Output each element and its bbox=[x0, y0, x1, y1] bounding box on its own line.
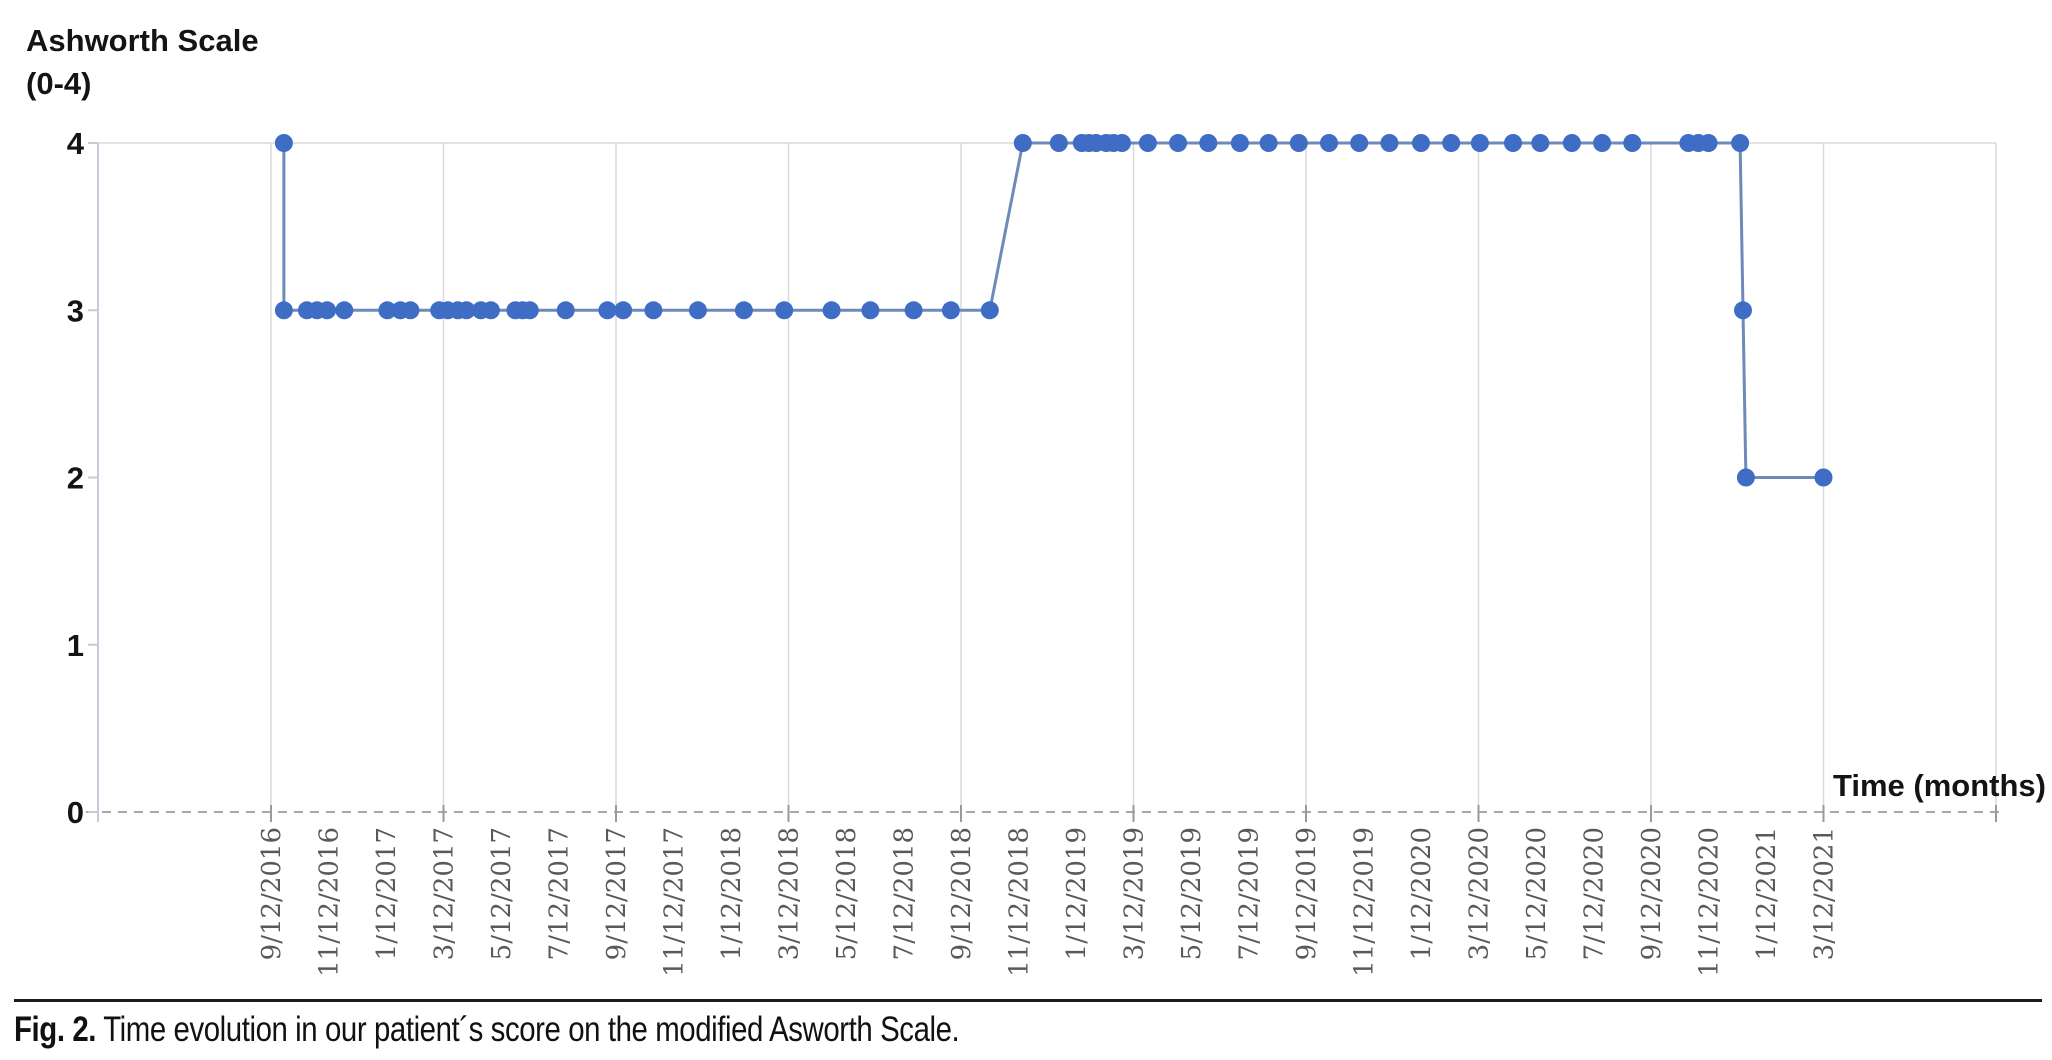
data-point bbox=[598, 301, 617, 320]
data-point bbox=[1504, 134, 1522, 152]
data-point bbox=[1470, 134, 1489, 152]
x-tick-label: 5/12/2018 bbox=[832, 827, 862, 960]
data-point bbox=[378, 301, 397, 320]
data-point bbox=[644, 301, 663, 320]
y-axis-title: Ashworth Scale (0-4) bbox=[26, 20, 259, 106]
data-point bbox=[335, 301, 354, 320]
x-tick-label: 11/12/2020 bbox=[1695, 827, 1725, 977]
data-point bbox=[775, 301, 794, 320]
caption-divider bbox=[14, 999, 2042, 1002]
caption-text: Time evolution in our patient´s score on… bbox=[96, 1010, 960, 1049]
data-point bbox=[1814, 468, 1833, 487]
data-point bbox=[688, 301, 707, 320]
data-point bbox=[1734, 301, 1752, 320]
x-axis-title: Time (months) bbox=[1833, 768, 2046, 803]
y-axis-title-line2: (0-4) bbox=[26, 65, 92, 101]
data-point bbox=[401, 301, 420, 320]
data-point bbox=[1138, 134, 1157, 152]
data-point bbox=[1169, 134, 1188, 152]
data-point bbox=[1412, 134, 1430, 152]
x-tick-label: 7/12/2019 bbox=[1235, 827, 1265, 960]
data-point bbox=[318, 301, 337, 320]
data-point bbox=[1593, 134, 1612, 152]
data-point bbox=[822, 301, 841, 320]
data-point bbox=[904, 301, 923, 320]
y-tick-label: 1 bbox=[67, 628, 84, 663]
data-point bbox=[1731, 134, 1750, 152]
x-tick-label: 11/12/2019 bbox=[1350, 827, 1380, 977]
data-point bbox=[1562, 134, 1581, 152]
x-tick-label: 1/12/2018 bbox=[717, 827, 747, 960]
data-point bbox=[941, 301, 960, 320]
data-point bbox=[614, 301, 633, 320]
data-point bbox=[274, 301, 293, 320]
x-tick-label: 1/12/2021 bbox=[1752, 827, 1782, 960]
y-axis-title-line1: Ashworth Scale bbox=[26, 23, 259, 58]
x-tick-label: 3/12/2019 bbox=[1120, 827, 1150, 960]
data-point bbox=[457, 301, 476, 320]
x-tick-label: 9/12/2016 bbox=[257, 827, 287, 960]
x-tick-label: 1/12/2019 bbox=[1062, 827, 1092, 960]
data-point bbox=[1230, 134, 1249, 152]
x-tick-label: 3/12/2020 bbox=[1465, 827, 1495, 960]
x-tick-label: 3/12/2021 bbox=[1810, 827, 1840, 960]
data-point bbox=[1350, 134, 1369, 152]
data-point bbox=[274, 134, 293, 152]
data-point bbox=[520, 301, 539, 320]
x-tick-label: 1/12/2020 bbox=[1407, 827, 1437, 960]
data-point bbox=[861, 301, 880, 320]
x-tick-label: 3/12/2018 bbox=[775, 827, 805, 960]
x-tick-label: 5/12/2020 bbox=[1522, 827, 1552, 960]
x-tick-label: 3/12/2017 bbox=[430, 827, 460, 960]
data-point bbox=[1199, 134, 1218, 152]
y-tick-label: 4 bbox=[67, 126, 85, 161]
x-tick-label: 7/12/2020 bbox=[1580, 827, 1610, 960]
y-tick-label: 3 bbox=[67, 293, 84, 328]
data-point bbox=[1049, 134, 1068, 152]
data-point bbox=[1113, 134, 1131, 152]
x-tick-label: 9/12/2018 bbox=[947, 827, 977, 960]
caption-label: Fig. 2. bbox=[14, 1010, 97, 1049]
data-point bbox=[1013, 134, 1032, 152]
x-tick-label: 1/12/2017 bbox=[372, 827, 402, 960]
x-tick-label: 9/12/2019 bbox=[1292, 827, 1322, 960]
data-point bbox=[980, 301, 999, 320]
data-point bbox=[1442, 134, 1461, 152]
ashworth-scale-line-chart: 0 1 2 3 4 9/12/2016 11/12/2016 1/12/2017 3/12/20… bbox=[67, 126, 1999, 977]
x-tick-label: 9/12/2020 bbox=[1637, 827, 1667, 960]
y-tick-label: 0 bbox=[67, 795, 84, 830]
data-point bbox=[1623, 134, 1642, 152]
data-point bbox=[1289, 134, 1308, 152]
x-tick-label: 5/12/2019 bbox=[1177, 827, 1207, 960]
figure-caption: Fig. 2. Time evolution in our patient´s … bbox=[14, 1010, 960, 1050]
x-tick-label: 11/12/2017 bbox=[660, 827, 690, 977]
data-point bbox=[1259, 134, 1278, 152]
data-point bbox=[1736, 468, 1755, 487]
x-tick-label: 7/12/2018 bbox=[890, 827, 920, 960]
data-point bbox=[734, 301, 753, 320]
y-tick-label: 2 bbox=[67, 461, 84, 496]
x-tick-label: 9/12/2017 bbox=[602, 827, 632, 960]
x-tick-label: 7/12/2017 bbox=[545, 827, 575, 960]
x-tick-label: 11/12/2016 bbox=[315, 827, 345, 977]
data-point bbox=[1380, 134, 1399, 152]
data-point bbox=[1320, 134, 1338, 152]
x-tick-label: 11/12/2018 bbox=[1005, 827, 1035, 977]
data-point bbox=[1699, 134, 1718, 152]
x-tick-label: 5/12/2017 bbox=[487, 827, 517, 960]
data-point bbox=[1531, 134, 1550, 152]
data-point bbox=[556, 301, 575, 320]
data-point bbox=[481, 301, 500, 320]
